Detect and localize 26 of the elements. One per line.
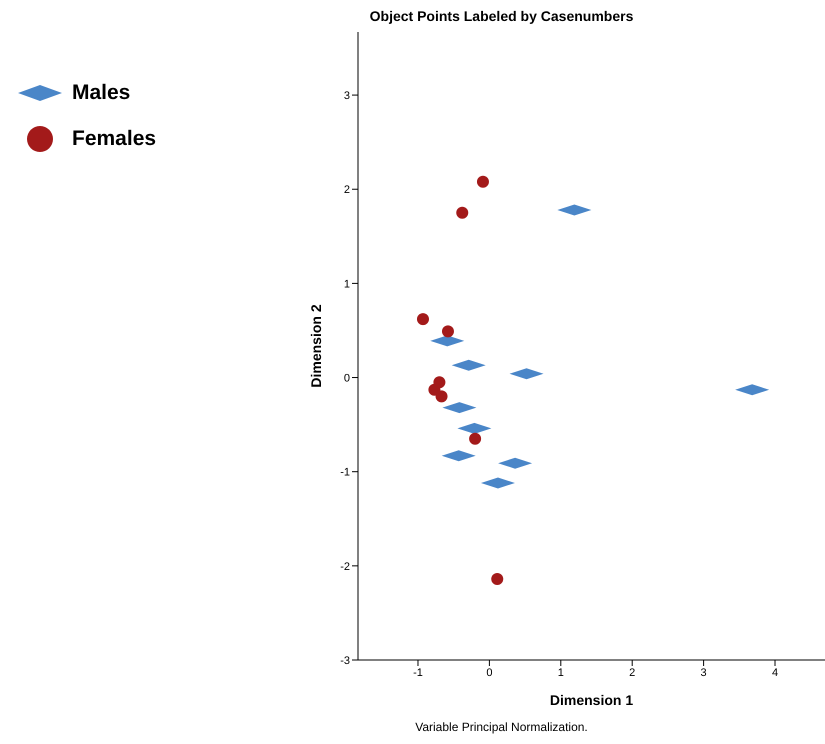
x-tick-label: 4	[772, 666, 778, 679]
y-axis-title: Dimension 2	[308, 304, 324, 388]
y-tick-label: 1	[344, 278, 350, 290]
x-tick-label: 2	[629, 666, 636, 679]
point	[442, 325, 454, 338]
point	[469, 432, 482, 445]
point	[416, 313, 429, 326]
y-tick-label: 0	[344, 372, 350, 384]
y-tick-label: -1	[340, 466, 350, 479]
y-tick-label: -3	[340, 654, 350, 667]
legend-label: Males	[72, 81, 130, 105]
chart-title: Object Points Labeled by Casenumbers	[368, 8, 634, 26]
y-tick-label: -2	[340, 560, 350, 573]
x-tick-label: 0	[486, 666, 492, 679]
legend-label: Females	[72, 127, 156, 151]
point	[456, 206, 468, 219]
text: Variable Principal Normalization.	[414, 720, 589, 734]
x-tick-label: 3	[700, 666, 707, 679]
point	[436, 390, 448, 402]
x-tick-label: 1	[558, 666, 564, 679]
point	[476, 176, 489, 188]
point	[491, 573, 504, 586]
x-tick-label: -1	[413, 666, 423, 679]
x-axis-title: Dimension 1	[550, 692, 634, 708]
y-tick-label: 2	[344, 184, 350, 196]
y-tick-label: 3	[344, 90, 350, 102]
